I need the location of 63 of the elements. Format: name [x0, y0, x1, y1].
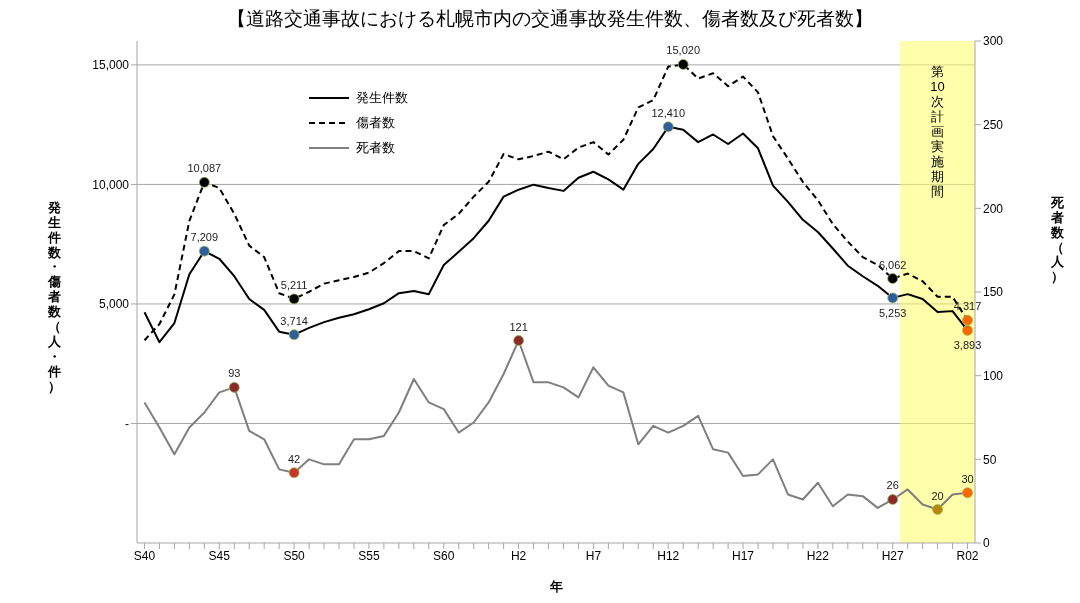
text: 発生件数・傷者数（人・件） [47, 199, 61, 395]
point [962, 325, 973, 336]
x-tick-label: H27 [881, 548, 905, 563]
legend-label: 傷者数 [356, 113, 395, 132]
y2-tick-label: 0 [983, 536, 990, 551]
y-tick-label: 10,000 [92, 177, 130, 192]
x-tick-label: R02 [956, 548, 979, 563]
point [288, 293, 300, 305]
data-label: 3,714 [280, 314, 308, 327]
text: 第10次計画実施期間 [930, 64, 945, 199]
point [887, 292, 899, 304]
data-label: 121 [509, 320, 528, 333]
point [513, 335, 524, 346]
x-tick-label: H22 [806, 548, 830, 563]
data-label: 20 [931, 489, 944, 502]
point [677, 59, 689, 70]
x-tick-label: S60 [433, 548, 455, 563]
legend-label: 発生件数 [356, 88, 408, 107]
x-tick-label: S40 [133, 548, 156, 563]
point [288, 467, 300, 479]
data-label: 42 [288, 452, 301, 465]
y2-tick-label: 50 [983, 452, 997, 467]
point [198, 245, 210, 257]
data-label: 7,209 [190, 231, 219, 244]
point [887, 494, 899, 505]
point [962, 314, 973, 326]
data-label: 6,062 [878, 258, 907, 271]
point [662, 121, 674, 133]
x-tick-label: S55 [358, 548, 380, 563]
point [887, 273, 899, 284]
y-tick-label: 5,000 [98, 297, 130, 312]
y2-tick-label: 150 [983, 285, 1004, 300]
x-tick-label: H17 [732, 548, 755, 563]
point [962, 487, 973, 499]
x-tick-label: S50 [283, 548, 306, 563]
x-tick-label: H12 [657, 548, 680, 563]
data-label: 5,253 [878, 306, 907, 319]
chart-title: 【道路交通事故における札幌市内の交通事故発生件数、傷者数及び死者数】 [226, 8, 874, 30]
point [198, 176, 210, 188]
data-label: 3,893 [953, 339, 982, 352]
y2-axis-title: 死者数（人） [1049, 194, 1065, 285]
x-tick-label: H2 [510, 548, 527, 563]
point [932, 504, 943, 515]
point [288, 329, 300, 341]
y2-tick-label: 100 [983, 368, 1004, 383]
data-label: 30 [961, 472, 974, 485]
data-label: 5,211 [280, 278, 308, 291]
legend-label: 死者数 [356, 138, 395, 157]
x-tick-label: H7 [585, 548, 602, 563]
data-label: 26 [886, 479, 899, 492]
y-tick-label: - [125, 416, 129, 431]
y2-tick-label: 200 [983, 201, 1004, 216]
y2-tick-label: 300 [983, 34, 1004, 49]
data-label: 93 [228, 367, 241, 380]
x-axis-title: 年 [548, 579, 563, 594]
data-label: 15,020 [666, 44, 701, 57]
data-label: 12,410 [651, 106, 686, 119]
y2-tick-label: 250 [983, 117, 1004, 132]
data-label: 4,317 [953, 300, 982, 313]
data-label: 10,087 [187, 162, 222, 175]
point [228, 381, 240, 393]
x-tick-label: S45 [208, 548, 231, 563]
y-tick-label: 15,000 [92, 58, 130, 73]
